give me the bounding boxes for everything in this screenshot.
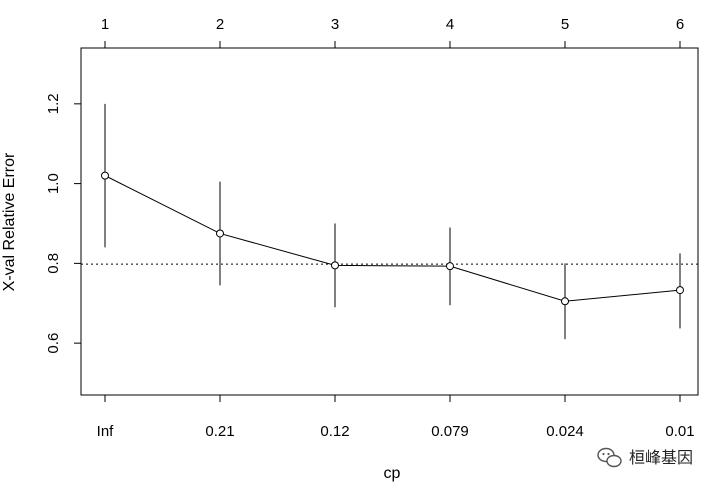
x-tick-label: Inf (97, 423, 115, 440)
watermark-text: 桓峰基因 (629, 448, 693, 467)
data-point (216, 229, 224, 238)
wechat-icon (597, 447, 622, 468)
bottom-axis: Inf 0.21 0.12 0.079 0.024 0.01 (97, 395, 695, 440)
top-tick-label: 6 (676, 16, 684, 33)
x-tick-label: 0.12 (320, 423, 349, 440)
data-point (331, 261, 339, 270)
y-tick-label: 0.6 (45, 333, 62, 354)
series-line (104, 175, 681, 302)
error-bars (104, 103, 681, 340)
x-tick-label: 0.079 (431, 423, 469, 440)
top-tick-label: 5 (561, 16, 569, 33)
data-point (446, 262, 454, 271)
y-axis-title: X-val Relative Error (1, 152, 18, 291)
plot-frame (80, 47, 699, 396)
y-tick-label: 1.0 (45, 173, 62, 194)
data-point (101, 171, 109, 180)
x-tick-label: 0.01 (665, 423, 694, 440)
x-tick-label: 0.21 (205, 423, 234, 440)
top-tick-label: 4 (446, 16, 454, 33)
data-points (101, 171, 684, 306)
top-axis: 1 2 3 4 5 6 (101, 16, 684, 48)
data-point (676, 286, 684, 295)
data-point (561, 297, 569, 306)
y-tick-label: 1.2 (45, 93, 62, 114)
x-axis-title: cp (384, 465, 401, 482)
top-tick-label: 3 (331, 16, 339, 33)
watermark: 桓峰基因 (597, 447, 693, 468)
x-tick-label: 0.024 (546, 423, 584, 440)
left-axis: 0.6 0.8 1.0 1.2 (45, 93, 81, 354)
top-tick-label: 2 (216, 16, 224, 33)
y-tick-label: 0.8 (45, 253, 62, 274)
top-tick-label: 1 (101, 16, 109, 33)
